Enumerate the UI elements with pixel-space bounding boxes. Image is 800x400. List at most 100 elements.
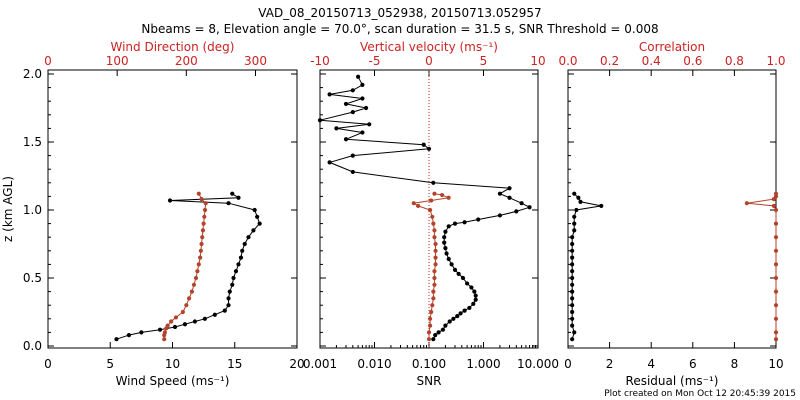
data-point [446,224,451,229]
data-point [446,195,451,200]
top-tick-label: 0.2 [600,54,619,68]
data-point [126,333,132,338]
data-point [431,180,436,185]
data-point [169,319,174,324]
bottom-tick-label: 0 [44,357,52,371]
data-point [193,275,199,281]
data-point [451,316,456,321]
top-tick-label: 0 [425,54,433,68]
data-point [446,256,451,262]
top-tick-label: -10 [310,54,330,68]
top-tick-label: 1.0 [766,54,785,68]
panel-right: 0 2 4 6 8 10 Residual (ms⁻¹) 0.0 0.2 0.4 0.6 0.8 1.0… [558,40,785,388]
data-point [226,296,231,301]
data-point [773,289,779,294]
data-point [576,195,581,200]
data-point [114,337,119,342]
data-point [442,235,447,240]
bottom-axis-label: SNR [417,374,442,388]
top-tick-label: 300 [244,54,267,68]
data-point [251,228,256,233]
bottom-tick-label: 10 [768,357,783,371]
series-line-primary [571,193,602,340]
data-point [157,327,163,332]
series-line-secondary [746,193,777,340]
data-point [570,275,575,281]
bottom-tick-label: 0.100 [412,357,446,371]
data-point [572,228,577,233]
data-point [360,130,365,135]
top-axis-label: Wind Direction (deg) [111,40,235,54]
data-point [226,303,231,308]
data-point [507,195,512,200]
bottom-tick-label: 6 [689,357,697,371]
y-tick-label: 1.5 [23,135,42,149]
data-point [196,191,201,196]
data-point [173,315,179,320]
data-point [432,228,437,233]
data-point [431,296,436,301]
data-point [246,235,251,240]
data-point [431,221,436,226]
data-point [165,323,170,328]
data-point [350,153,355,158]
data-point [773,262,779,267]
data-point [350,88,355,93]
data-point [433,255,438,260]
data-point [572,221,577,226]
data-point [773,337,779,342]
bottom-tick-label: 2 [606,357,614,371]
data-point [430,303,435,308]
bottom-tick-label: 0 [564,357,572,371]
bottom-tick-label: 5 [106,357,114,371]
data-point [455,313,460,319]
data-point [182,322,188,327]
data-point [227,289,232,294]
data-point [433,262,438,267]
data-point [462,308,467,313]
data-point [440,327,446,332]
data-point [416,203,421,209]
data-point [473,297,478,302]
data-point [429,198,434,203]
top-tick-label: 0 [44,54,52,68]
data-point [202,214,207,219]
data-point [360,82,365,87]
data-point [771,203,777,209]
data-point [572,191,577,196]
data-point [773,275,779,281]
data-point [367,122,372,127]
data-point [240,248,245,253]
data-point [433,241,438,247]
data-point [432,191,437,196]
data-point [427,207,433,213]
panel-left: 0 5 10 15 20 Wind Speed (ms⁻¹) 0 100 200 300 Wind … [1,40,305,388]
data-point [439,192,445,198]
data-point [599,203,604,209]
data-point [139,330,144,335]
data-point [327,160,332,165]
data-point [360,96,365,101]
data-point [162,337,167,342]
top-tick-label: 0.4 [642,54,661,68]
data-point [507,186,512,191]
data-point [317,118,323,123]
data-point [201,221,206,226]
data-point [431,289,436,294]
data-point [473,293,478,298]
bottom-tick-label: 0.001 [303,357,337,371]
figure-subtitle: Nbeams = 8, Elevation angle = 70.0°, sca… [141,22,658,36]
data-point [200,228,206,233]
data-point [497,191,503,196]
data-point [773,191,779,196]
bottom-tick-label: 20 [289,357,304,371]
data-point [327,92,332,97]
data-point [458,311,463,316]
plot-frame [567,69,777,349]
data-point [196,262,201,267]
data-point [570,316,575,321]
data-point [427,323,433,328]
data-point [464,281,470,286]
data-point [202,316,207,321]
